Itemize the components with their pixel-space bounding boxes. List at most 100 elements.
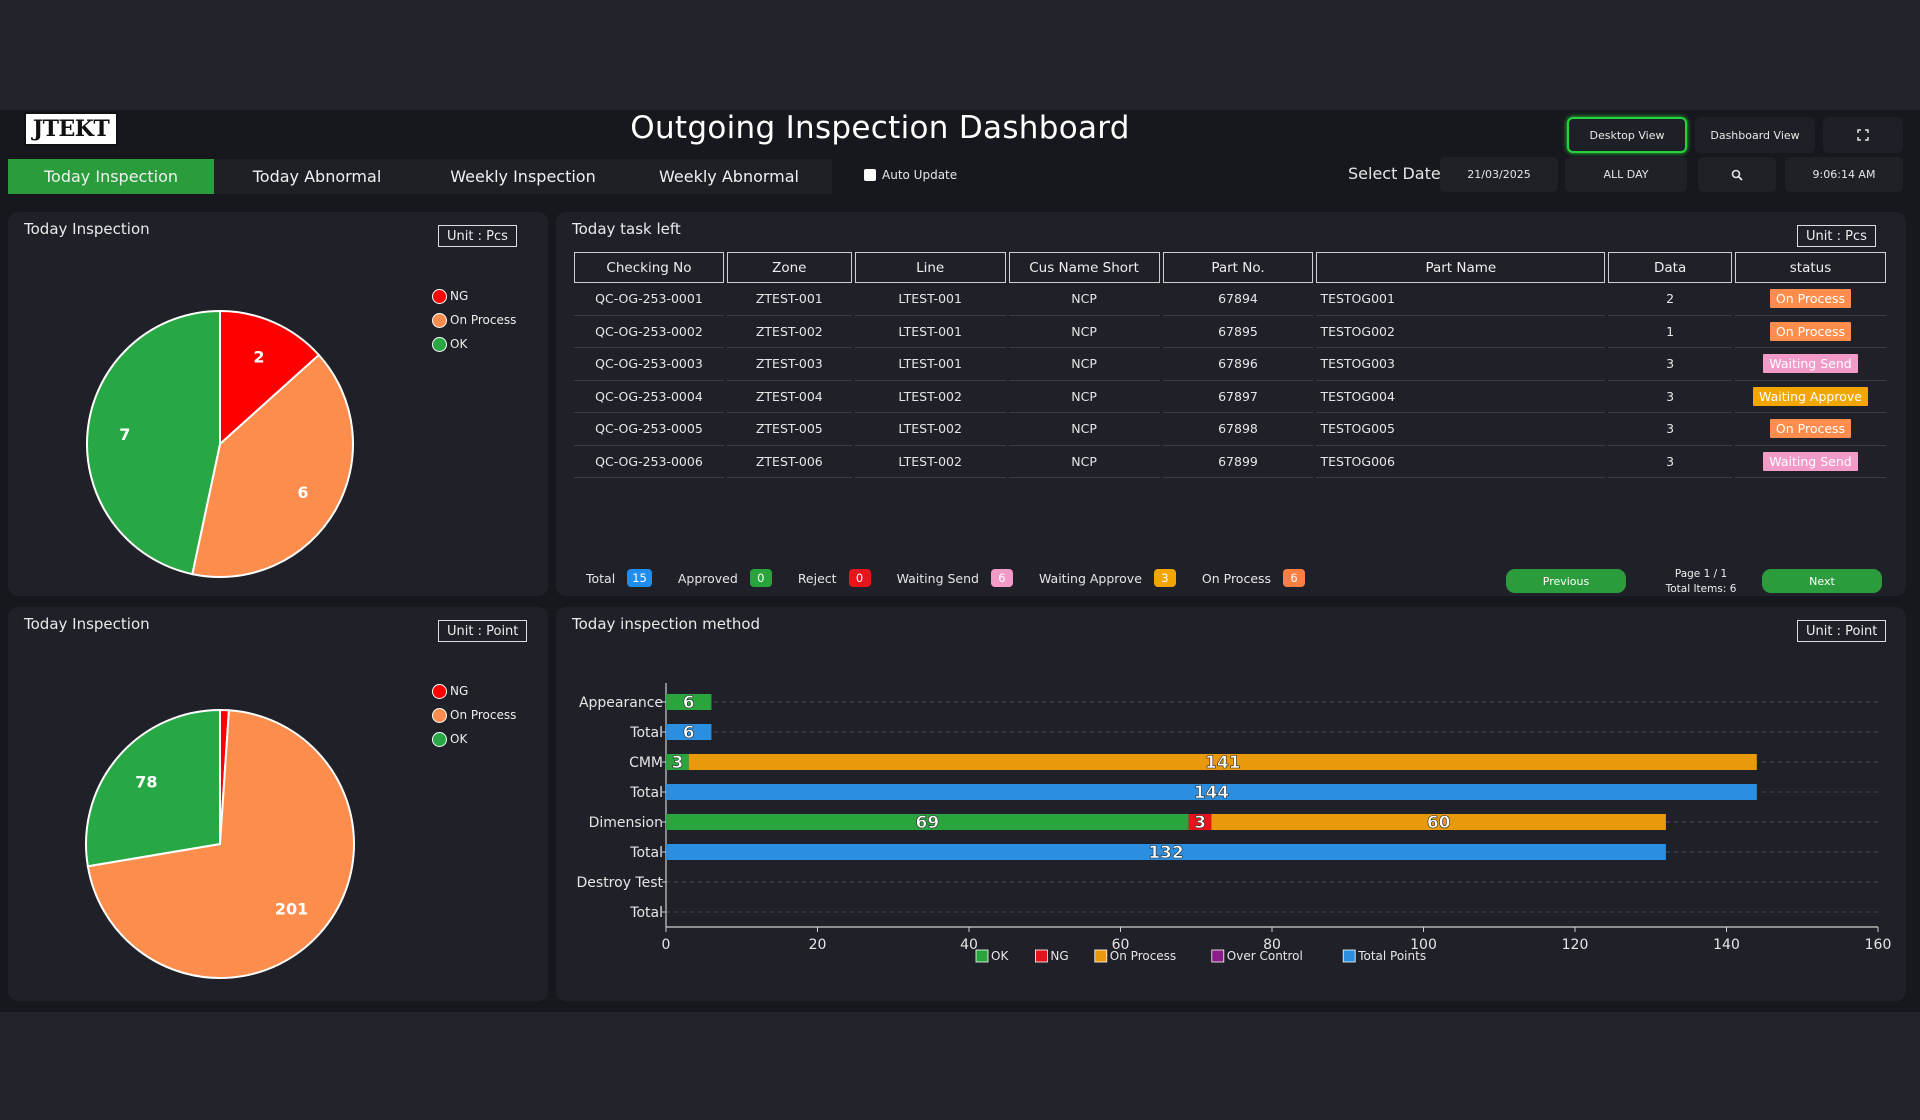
pie-data-label: 78 xyxy=(135,773,157,792)
legend-item-total-points[interactable]: Total Points xyxy=(1342,949,1426,963)
x-tick-label: 0 xyxy=(662,937,671,953)
column-header[interactable]: Data xyxy=(1608,252,1732,283)
status-badge: On Process xyxy=(1769,321,1852,341)
summary-label: Waiting Approve xyxy=(1038,570,1142,586)
search-button[interactable] xyxy=(1698,157,1776,192)
legend-item-ok[interactable]: OK xyxy=(975,949,1009,963)
cell-cus: NCP xyxy=(1008,348,1160,381)
auto-update-checkbox[interactable] xyxy=(864,169,876,181)
cell-part-no: 67899 xyxy=(1162,446,1314,478)
bar-segment-on-process[interactable] xyxy=(1211,814,1666,830)
pie-slice-ok[interactable] xyxy=(85,708,221,868)
bar-segment-total-points[interactable] xyxy=(666,724,712,740)
cell-data: 2 xyxy=(1608,283,1732,316)
table-header-row: Checking No Zone Line Cus Name Short Par… xyxy=(574,252,1886,283)
unit-label: Unit : Pcs xyxy=(1797,225,1876,247)
x-tick-label: 80 xyxy=(1263,937,1281,953)
unit-label: Unit : Pcs xyxy=(438,225,517,247)
next-button[interactable]: Next xyxy=(1762,569,1882,593)
bar-segment-total-points[interactable] xyxy=(666,784,1757,800)
panel-title: Today Inspection xyxy=(24,615,150,633)
table-row[interactable]: QC-OG-253-0004 ZTEST-004 LTEST-002 NCP 67897… xyxy=(574,381,1886,413)
logo-text: JTEKT xyxy=(32,116,110,142)
cell-part-no: 67897 xyxy=(1162,381,1314,413)
cell-line: LTEST-001 xyxy=(854,348,1006,381)
table-row[interactable]: QC-OG-253-0006 ZTEST-006 LTEST-002 NCP 67899… xyxy=(574,446,1886,478)
legend-item-ng[interactable]: NG xyxy=(1034,949,1069,963)
auto-update-toggle[interactable]: Auto Update xyxy=(864,168,957,182)
bar-segment-ok[interactable] xyxy=(666,694,712,710)
tab-weekly-abnormal[interactable]: Weekly Abnormal xyxy=(659,167,799,186)
inspection-method-panel: Today inspection method Unit : Point 0 20… xyxy=(556,607,1906,1001)
page-title: Outgoing Inspection Dashboard xyxy=(630,110,1130,146)
legend-on-process[interactable]: On Process xyxy=(432,308,516,332)
pie-slice-ng[interactable] xyxy=(219,309,321,447)
cell-zone: ZTEST-005 xyxy=(726,413,852,446)
legend-ok[interactable]: OK xyxy=(432,727,516,751)
bar-data-label: 60 xyxy=(1427,813,1451,833)
bar-data-label: 132 xyxy=(1148,843,1184,863)
pie-slice-on-process[interactable] xyxy=(191,353,354,578)
previous-button[interactable]: Previous xyxy=(1506,569,1626,593)
tab-weekly-inspection[interactable]: Weekly Inspection xyxy=(450,167,596,186)
cell-status: Waiting Send xyxy=(1735,348,1886,381)
cell-zone: ZTEST-006 xyxy=(726,446,852,478)
bar-segment-ok[interactable] xyxy=(666,814,1189,830)
legend-label: Total Points xyxy=(1357,949,1426,963)
column-header[interactable]: Part No. xyxy=(1162,252,1314,283)
cell-zone: ZTEST-001 xyxy=(726,283,852,316)
column-header[interactable]: Zone xyxy=(726,252,852,283)
legend-ng[interactable]: NG xyxy=(432,284,516,308)
cell-zone: ZTEST-003 xyxy=(726,348,852,381)
cell-part-name: TESTOG005 xyxy=(1316,413,1606,446)
period-select[interactable]: ALL DAY xyxy=(1565,157,1687,192)
task-table: Checking No Zone Line Cus Name Short Par… xyxy=(571,252,1889,478)
table-row[interactable]: QC-OG-253-0005 ZTEST-005 LTEST-002 NCP 67898… xyxy=(574,413,1886,446)
desktop-view-button[interactable]: Desktop View xyxy=(1567,117,1687,153)
table-row[interactable]: QC-OG-253-0001 ZTEST-001 LTEST-001 NCP 67894… xyxy=(574,283,1886,316)
column-header[interactable]: Part Name xyxy=(1316,252,1606,283)
legend-item-on-process[interactable]: On Process xyxy=(1094,949,1176,963)
table-row[interactable]: QC-OG-253-0002 ZTEST-002 LTEST-001 NCP 67895… xyxy=(574,316,1886,348)
select-date-label: Select Date xyxy=(1348,164,1441,183)
bar-segment-ok[interactable] xyxy=(666,754,689,770)
date-input[interactable]: 21/03/2025 xyxy=(1440,157,1558,192)
cell-zone: ZTEST-004 xyxy=(726,381,852,413)
x-tick-label: 60 xyxy=(1112,937,1130,953)
column-header[interactable]: status xyxy=(1735,252,1886,283)
cell-status: On Process xyxy=(1735,316,1886,348)
legend-ok[interactable]: OK xyxy=(432,332,516,356)
today-task-left-panel: Today task left Unit : Pcs Checking No Z… xyxy=(556,212,1906,596)
status-summary: Total 15 Approved 0 Reject 0 Waiting Send 6 … xyxy=(586,569,1331,587)
legend-item-over-control[interactable]: Over Control xyxy=(1211,949,1303,963)
table-row[interactable]: QC-OG-253-0003 ZTEST-003 LTEST-001 NCP 67896… xyxy=(574,348,1886,381)
cell-data: 1 xyxy=(1608,316,1732,348)
cell-part-no: 67894 xyxy=(1162,283,1314,316)
column-header[interactable]: Checking No xyxy=(574,252,724,283)
pie-slice-ok[interactable] xyxy=(85,309,221,576)
column-header[interactable]: Cus Name Short xyxy=(1008,252,1160,283)
cell-part-name: TESTOG006 xyxy=(1316,446,1606,478)
tab-today-inspection[interactable]: Today Inspection xyxy=(8,159,214,194)
column-header[interactable]: Line xyxy=(854,252,1006,283)
legend-label: OK xyxy=(991,949,1009,963)
dashboard-view-button[interactable]: Dashboard View xyxy=(1695,117,1815,153)
cell-data: 3 xyxy=(1608,381,1732,413)
bar-segment-on-process[interactable] xyxy=(688,754,1757,770)
panel-title: Today inspection method xyxy=(572,615,761,633)
x-tick-label: 40 xyxy=(960,937,978,953)
legend-swatch xyxy=(1094,949,1108,963)
bar-segment-total-points[interactable] xyxy=(666,844,1666,860)
summary-label: Reject xyxy=(797,570,837,586)
x-tick-label: 20 xyxy=(809,937,827,953)
fullscreen-button[interactable] xyxy=(1823,117,1903,153)
legend-ng[interactable]: NG xyxy=(432,679,516,703)
bar-data-label: 3 xyxy=(1194,813,1206,833)
bar-segment-ng[interactable] xyxy=(1188,814,1212,830)
cell-checking-no: QC-OG-253-0001 xyxy=(574,283,724,316)
tab-today-abnormal[interactable]: Today Abnormal xyxy=(252,167,382,186)
legend-on-process[interactable]: On Process xyxy=(432,703,516,727)
bar-data-label: 141 xyxy=(1205,753,1241,773)
cell-part-name: TESTOG004 xyxy=(1316,381,1606,413)
search-icon xyxy=(1731,169,1743,181)
